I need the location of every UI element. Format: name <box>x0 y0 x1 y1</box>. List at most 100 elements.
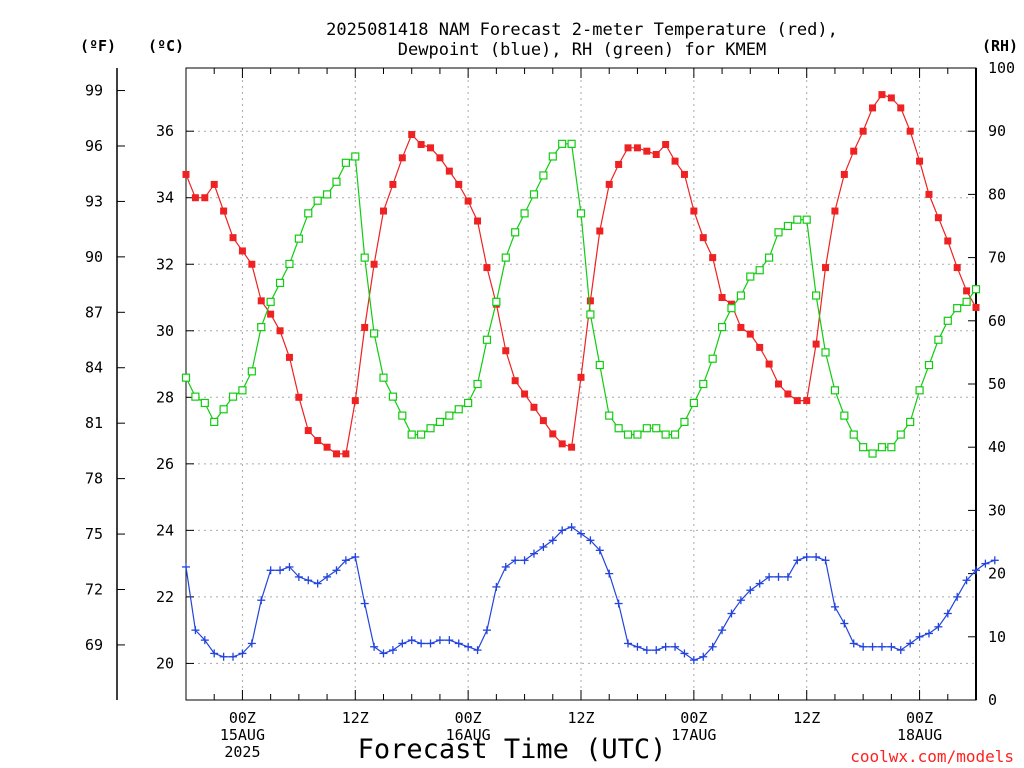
temperature-point <box>511 377 519 385</box>
rh-point <box>332 177 341 186</box>
dewpoint-point <box>915 632 924 641</box>
rh-point <box>417 430 426 439</box>
rh-point <box>275 278 285 287</box>
temperature-point <box>238 247 246 255</box>
rh-tick-label: 0 <box>988 691 997 709</box>
rh-point <box>539 171 548 180</box>
rh-point <box>464 398 473 408</box>
rh-point <box>971 285 981 294</box>
fahrenheit-tick-label: 93 <box>85 192 103 210</box>
temperature-point <box>784 390 792 398</box>
rh-tick-label: 80 <box>988 185 1006 203</box>
dewpoint-point <box>445 636 454 645</box>
temperature-point <box>464 197 472 205</box>
rh-point <box>670 430 680 439</box>
dewpoint-point <box>191 626 200 635</box>
temperature-point <box>502 347 510 355</box>
temperature-point <box>342 450 350 458</box>
rh-point <box>717 323 727 332</box>
dewpoint-point <box>492 582 501 591</box>
temperature-point <box>380 207 387 215</box>
fahrenheit-tick-label: 90 <box>85 248 103 266</box>
rh-point <box>623 430 633 439</box>
rh-point <box>511 228 520 237</box>
x-tick-label: 18AUG <box>897 726 942 744</box>
dewpoint-point <box>990 556 999 565</box>
rh-point <box>492 297 501 306</box>
text-layer: 2025081418 NAM Forecast 2-meter Temperat… <box>80 20 1018 766</box>
temperature-point <box>521 390 529 398</box>
temperature-point <box>944 237 952 245</box>
temperature-point <box>934 214 942 222</box>
dewpoint-point <box>624 639 633 648</box>
temperature-point <box>474 217 482 225</box>
temperature-point <box>624 144 632 152</box>
temperature-point <box>765 360 773 368</box>
rh-point <box>388 392 398 401</box>
dewpoint-point <box>257 596 266 605</box>
temperature-point <box>605 180 613 188</box>
rh-point <box>802 215 811 224</box>
rh-tick-label: 60 <box>988 312 1006 330</box>
dewpoint-point <box>633 642 642 651</box>
rh-point <box>576 209 586 218</box>
dewpoint-point <box>577 529 585 538</box>
temperature-point <box>709 254 717 262</box>
dewpoint-point <box>708 642 717 651</box>
rh-point <box>445 411 454 420</box>
rh-point <box>529 190 539 199</box>
dewpoint-point <box>595 546 604 555</box>
temperature-point <box>304 427 312 435</box>
dewpoint-point <box>840 619 849 628</box>
dewpoint-point <box>323 572 332 581</box>
dewpoint-point <box>511 556 520 565</box>
x-tick-label: 12Z <box>793 709 820 727</box>
rh-point <box>962 297 971 306</box>
dewpoint-point <box>802 552 811 561</box>
dewpoint-point <box>661 642 670 651</box>
temperature-point <box>568 443 576 451</box>
dewpoint-point <box>821 556 830 565</box>
rh-point <box>812 291 821 300</box>
rh-point <box>887 443 896 452</box>
rh-tick-label: 10 <box>988 628 1006 646</box>
dewpoint-point <box>793 556 802 565</box>
rh-point <box>379 373 388 382</box>
celsius-tick-label: 28 <box>156 388 174 406</box>
rh-tick-label: 50 <box>988 375 1006 393</box>
temperature-point <box>549 430 557 438</box>
temperature-point <box>220 207 228 215</box>
rh-point <box>247 367 256 376</box>
temperature-point <box>793 397 801 405</box>
rh-point <box>219 405 228 414</box>
dewpoint-point <box>849 639 858 648</box>
temperature-point <box>558 440 566 448</box>
rh-point <box>586 310 595 319</box>
rh-point <box>360 253 369 262</box>
rh-point <box>689 398 698 408</box>
rh-point <box>680 417 689 427</box>
temperature-point <box>953 264 961 272</box>
temperature-point <box>662 141 670 149</box>
rh-tick-label: 100 <box>988 59 1015 77</box>
temperature-point <box>483 264 491 272</box>
temperature-point <box>276 327 284 335</box>
dewpoint-point <box>586 536 595 545</box>
rh-point <box>558 139 567 148</box>
rh-point <box>322 190 332 199</box>
rh-point <box>191 392 200 401</box>
temperature-point <box>445 167 453 175</box>
temperature-point <box>925 190 933 198</box>
temperature-point <box>201 194 209 202</box>
temperature-point <box>408 131 416 139</box>
dewpoint-point <box>727 609 736 618</box>
rh-point <box>285 259 294 269</box>
dewpoint-point <box>426 639 435 648</box>
temperature-point <box>859 127 867 135</box>
dewpoint-point <box>200 636 209 645</box>
chart-title: 2025081418 NAM Forecast 2-meter Temperat… <box>326 20 838 40</box>
temperature-point <box>539 417 547 425</box>
rh-tick-label: 90 <box>988 122 1006 140</box>
dewpoint-point <box>868 642 877 651</box>
temperature-point <box>417 141 425 149</box>
